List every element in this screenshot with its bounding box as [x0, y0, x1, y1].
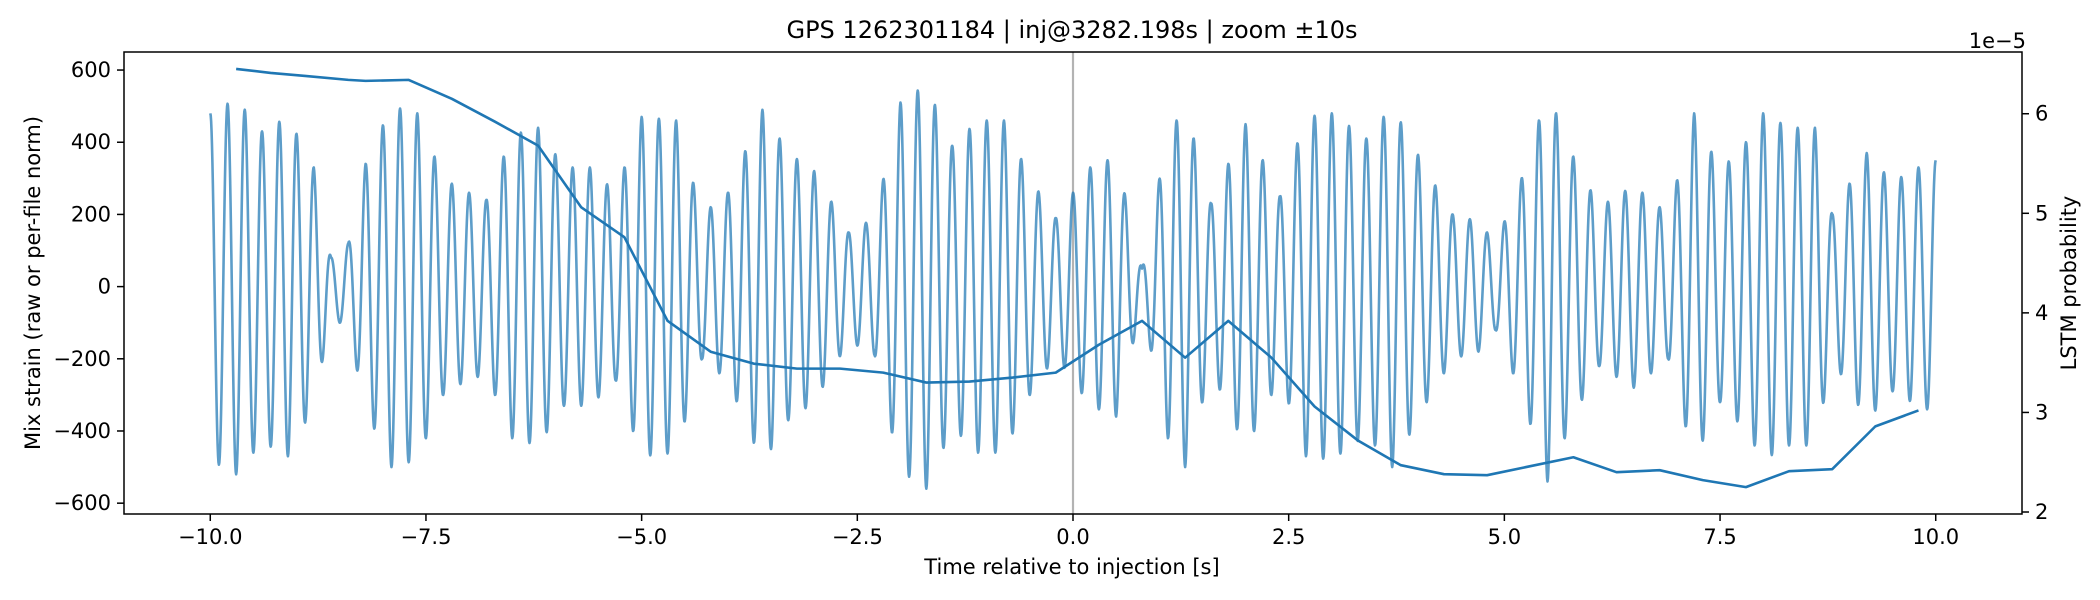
y-left-axis-ticks: −600 −400 −200 0 200 400 600 [53, 58, 124, 515]
y-right-axis-label: LSTM probability [2057, 196, 2081, 371]
x-tick-label: 0.0 [1056, 525, 1089, 549]
x-tick-label: −5.0 [616, 525, 667, 549]
y-right-tick-label: 3 [2035, 400, 2048, 424]
x-tick-label: 10.0 [1912, 525, 1959, 549]
y-right-tick-label: 6 [2035, 102, 2048, 126]
y-left-tick-label: −200 [53, 347, 111, 371]
probability-series-line [236, 67, 1919, 489]
strain-series-line [209, 89, 1937, 491]
plot-area [209, 52, 1937, 514]
x-tick-label: −2.5 [832, 525, 883, 549]
y-right-tick-label: 2 [2035, 500, 2048, 524]
y-left-tick-label: 600 [71, 58, 111, 82]
y-left-tick-label: 200 [71, 202, 111, 226]
y-right-tick-label: 4 [2035, 301, 2048, 325]
x-tick-label: 7.5 [1703, 525, 1736, 549]
plot-marks [209, 52, 1937, 514]
x-axis-label: Time relative to injection [s] [923, 555, 1219, 579]
y-left-tick-label: −600 [53, 491, 111, 515]
y-left-tick-label: −400 [53, 419, 111, 443]
chart-title: GPS 1262301184 | inj@3282.198s | zoom ±1… [786, 16, 1357, 44]
y-left-tick-label: 400 [71, 130, 111, 154]
y-right-axis-ticks: 2 3 4 5 6 [2022, 102, 2048, 524]
x-tick-label: 2.5 [1272, 525, 1305, 549]
x-axis-ticks: −10.0 −7.5 −5.0 −2.5 0.0 2.5 5.0 7.5 10.0 [178, 514, 1959, 549]
x-tick-label: −7.5 [400, 525, 451, 549]
x-tick-label: −10.0 [178, 525, 242, 549]
y-left-tick-label: 0 [98, 275, 111, 299]
x-tick-label: 5.0 [1488, 525, 1521, 549]
right-axis-offset-label: 1e−5 [1969, 29, 2026, 53]
y-left-axis-label: Mix strain (raw or per-file norm) [21, 116, 45, 450]
y-right-tick-label: 5 [2035, 201, 2048, 225]
